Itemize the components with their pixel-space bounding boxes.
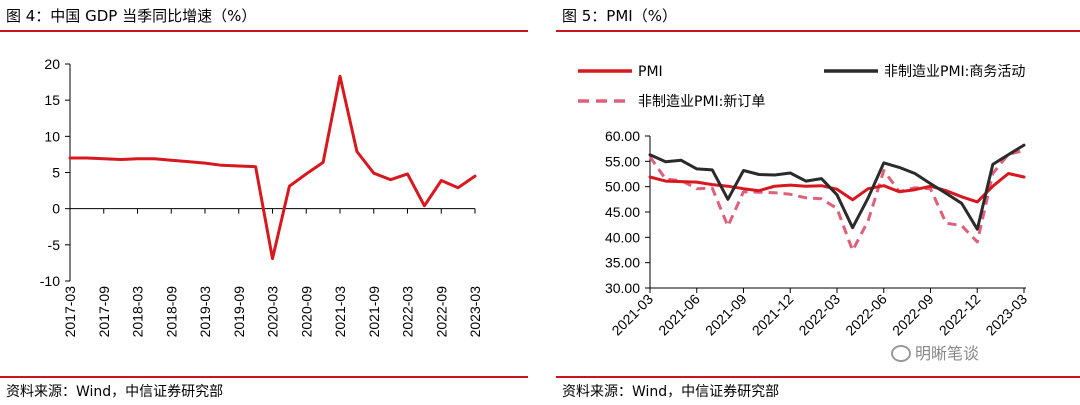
y-tick-label: 60.00 xyxy=(605,128,640,144)
title-rule xyxy=(556,30,1080,32)
figure-title: 图 4：中国 GDP 当季同比增速（%） xyxy=(6,7,257,25)
watermark: 明晰笔谈 xyxy=(891,340,979,364)
x-tick-label: 2021-09 xyxy=(702,291,750,339)
legend-label: 非制造业PMI:商务活动 xyxy=(884,64,1025,80)
x-tick-label: 2021-03 xyxy=(608,291,656,339)
y-tick-label: 50.00 xyxy=(605,179,640,195)
y-tick-label: 35.00 xyxy=(605,255,640,271)
y-tick-label: 30.00 xyxy=(605,280,640,296)
gdp-chart: -10 -5 0 5 10 15 20 2017-03 2017-09 2018-03 2018-0… xyxy=(40,56,483,338)
wechat-icon xyxy=(891,345,911,362)
source-rule xyxy=(556,376,1080,378)
series-line xyxy=(648,172,1026,204)
x-tick-label: 2018-09 xyxy=(163,286,179,338)
y-tick-label: 20 xyxy=(44,56,60,72)
series-line xyxy=(648,143,1026,231)
y-tick-label: 55.00 xyxy=(605,153,640,169)
y-tick-label: -5 xyxy=(48,237,61,253)
y-tick-label: 45.00 xyxy=(605,204,640,220)
x-tick-label: 2023-03 xyxy=(982,291,1030,339)
title-rule xyxy=(0,30,528,32)
y-tick-label: 15 xyxy=(44,92,60,108)
x-tick-label: 2020-09 xyxy=(298,286,314,338)
x-tick-label: 2020-03 xyxy=(265,286,281,338)
x-tick-label: 2023-03 xyxy=(467,286,483,338)
source-rule xyxy=(0,376,528,378)
gdp-figure-panel: 图 4：中国 GDP 当季同比增速（%） -10 -5 0 5 10 15 20 2017-0… xyxy=(0,0,528,405)
x-tick-label: 2022-09 xyxy=(433,286,449,338)
x-tick-label: 2018-03 xyxy=(130,286,146,338)
y-tick-label: -10 xyxy=(40,273,60,289)
x-tick-label: 2022-03 xyxy=(795,291,843,339)
x-tick-label: 2021-06 xyxy=(655,291,703,339)
pmi-chart: 30.00 35.00 40.00 45.00 50.00 55.00 60.00 2021-… xyxy=(578,64,1030,339)
watermark-text: 明晰笔谈 xyxy=(915,344,980,363)
x-tick-label: 2022-09 xyxy=(889,291,937,339)
series-line xyxy=(648,149,1025,252)
x-tick-label: 2019-09 xyxy=(231,286,247,338)
x-tick-label: 2022-12 xyxy=(936,291,984,339)
y-tick-label: 10 xyxy=(44,128,60,144)
x-tick-label: 2022-06 xyxy=(842,291,890,339)
x-tick-label: 2021-12 xyxy=(749,291,797,339)
pmi-figure-panel: 图 5：PMI（%） 30.00 35.00 40.00 45.00 50.00 55.0… xyxy=(556,0,1080,405)
gdp-growth-line xyxy=(68,74,477,261)
y-tick-label: 40.00 xyxy=(605,229,640,245)
x-tick-label: 2017-09 xyxy=(96,286,112,338)
y-tick-label: 5 xyxy=(52,165,60,181)
y-tick-label: 0 xyxy=(52,201,60,217)
x-tick-label: 2021-09 xyxy=(366,286,382,338)
x-tick-label: 2017-03 xyxy=(62,286,78,338)
x-tick-label: 2022-03 xyxy=(400,286,416,338)
x-tick-label: 2019-03 xyxy=(197,286,213,338)
source-note: 资料来源：Wind，中信证券研究部 xyxy=(562,384,780,400)
x-tick-label: 2021-03 xyxy=(332,286,348,338)
figure-title: 图 5：PMI（%） xyxy=(562,7,677,25)
source-note: 资料来源：Wind，中信证券研究部 xyxy=(6,384,224,400)
legend-label: 非制造业PMI:新订单 xyxy=(638,94,765,110)
legend-label: PMI xyxy=(638,64,663,80)
